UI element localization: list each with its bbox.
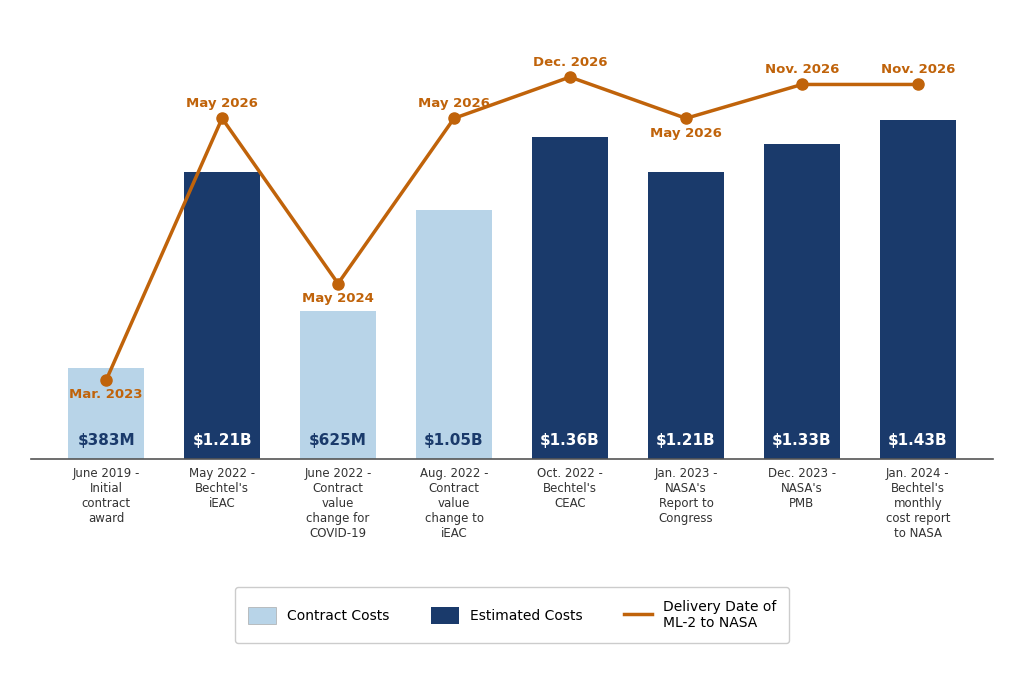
Text: $1.43B: $1.43B (888, 433, 947, 448)
Legend: Contract Costs, Estimated Costs, Delivery Date of
ML-2 to NASA: Contract Costs, Estimated Costs, Deliver… (236, 587, 788, 643)
Bar (184, 172, 260, 459)
Text: $1.36B: $1.36B (540, 433, 600, 448)
Text: Dec. 2026: Dec. 2026 (532, 56, 607, 69)
Text: May 2026: May 2026 (186, 97, 258, 110)
Text: Mar. 2023: Mar. 2023 (70, 389, 143, 402)
Bar (417, 210, 492, 459)
Bar (300, 311, 376, 459)
Bar (648, 172, 724, 459)
Text: May 2026: May 2026 (650, 126, 722, 140)
Bar (881, 120, 955, 459)
Text: Nov. 2026: Nov. 2026 (765, 63, 839, 76)
Bar (764, 144, 840, 459)
Bar (532, 137, 607, 459)
Bar (69, 368, 143, 459)
Text: Nov. 2026: Nov. 2026 (881, 63, 955, 76)
Text: $1.21B: $1.21B (193, 433, 252, 448)
Text: $1.05B: $1.05B (424, 433, 483, 448)
Text: $1.33B: $1.33B (772, 433, 831, 448)
Text: $625M: $625M (309, 433, 367, 448)
Text: $1.21B: $1.21B (656, 433, 716, 448)
Text: May 2024: May 2024 (302, 292, 374, 305)
Text: $383M: $383M (77, 433, 135, 448)
Text: May 2026: May 2026 (418, 97, 489, 110)
